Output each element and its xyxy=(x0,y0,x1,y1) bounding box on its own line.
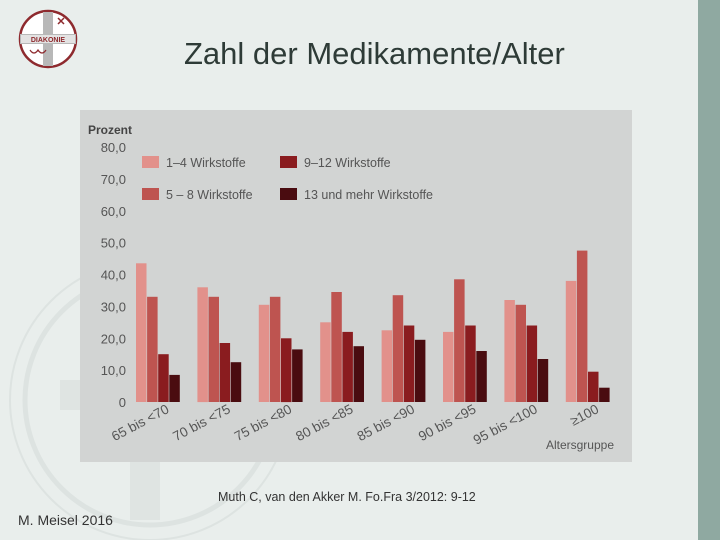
bar xyxy=(526,325,538,402)
y-tick-label: 80,0 xyxy=(101,140,126,155)
bar xyxy=(454,279,465,402)
bar xyxy=(476,351,487,402)
x-tick-label: ≥100 xyxy=(568,401,601,428)
author-footer: M. Meisel 2016 xyxy=(18,512,113,528)
bar xyxy=(281,338,292,403)
legend-swatch xyxy=(142,156,159,168)
chart-legend: 1–4 Wirkstoffe 5 – 8 Wirkstoffe 9–12 Wirks… xyxy=(142,156,433,202)
bar xyxy=(403,325,415,402)
legend-label: 1–4 Wirkstoffe xyxy=(166,156,246,170)
y-tick-label: 40,0 xyxy=(101,268,126,283)
svg-text:DIAKONIE: DIAKONIE xyxy=(31,37,66,44)
y-tick-label: 30,0 xyxy=(101,299,126,314)
chart-panel: Prozent Altersgruppe 80,0 70,0 60,0 50,0 40,… xyxy=(80,110,632,462)
legend-label: 13 und mehr Wirkstoffe xyxy=(304,188,433,202)
source-citation: Muth C, van den Akker M. Fo.Fra 3/2012: … xyxy=(218,490,476,504)
bar xyxy=(331,292,342,402)
bar xyxy=(258,304,270,402)
legend-swatch xyxy=(142,188,159,200)
bar xyxy=(136,263,147,402)
bar xyxy=(208,296,219,402)
x-axis-label: Altersgruppe xyxy=(546,438,614,452)
slide-title: Zahl der Medikamente/Alter xyxy=(184,36,565,71)
y-tick-label: 50,0 xyxy=(101,236,126,251)
accent-sidebar xyxy=(698,0,720,540)
diakonie-logo: DIAKONIE xyxy=(18,9,78,69)
x-axis-ticks: 65 bis <70 70 bis <75 75 bis <80 80 bis <85… xyxy=(109,401,601,447)
bar xyxy=(414,339,426,402)
bar xyxy=(230,362,242,402)
bar xyxy=(320,322,331,402)
bar xyxy=(269,296,281,402)
bar xyxy=(504,300,515,402)
y-tick-label: 20,0 xyxy=(101,331,126,346)
bar xyxy=(381,330,393,402)
bar xyxy=(588,371,599,402)
legend-swatch xyxy=(280,188,297,200)
bar xyxy=(443,331,454,402)
x-tick-label: 80 bis <85 xyxy=(293,401,355,444)
y-axis-label: Prozent xyxy=(88,123,132,137)
bar-chart: Prozent Altersgruppe 80,0 70,0 60,0 50,0 40,… xyxy=(88,123,614,452)
x-tick-label: 70 bis <75 xyxy=(170,401,232,444)
chart-bars xyxy=(136,250,610,403)
bar xyxy=(599,387,610,402)
bar xyxy=(169,374,180,402)
y-tick-label: 0 xyxy=(119,395,126,410)
x-tick-label: 75 bis <80 xyxy=(232,401,294,444)
bar xyxy=(537,359,549,402)
bar xyxy=(392,295,404,402)
bar xyxy=(565,280,577,402)
y-tick-label: 70,0 xyxy=(101,172,126,187)
bar xyxy=(576,250,588,402)
legend-label: 9–12 Wirkstoffe xyxy=(304,156,391,170)
y-tick-label: 10,0 xyxy=(101,363,126,378)
y-axis-ticks: 80,0 70,0 60,0 50,0 40,0 30,0 20,0 10,0 0 xyxy=(101,140,126,410)
y-tick-label: 60,0 xyxy=(101,204,126,219)
x-tick-label: 85 bis <90 xyxy=(355,401,417,444)
legend-label: 5 – 8 Wirkstoffe xyxy=(166,188,253,202)
bar xyxy=(219,343,231,402)
bar xyxy=(515,304,526,402)
legend-swatch xyxy=(280,156,297,168)
bar xyxy=(158,354,169,402)
x-tick-label: 90 bis <95 xyxy=(416,401,478,444)
bar xyxy=(197,287,208,403)
bar xyxy=(147,296,158,402)
bar xyxy=(353,346,364,402)
bar xyxy=(292,349,303,402)
bar xyxy=(342,331,353,402)
x-tick-label: 95 bis <100 xyxy=(471,401,540,447)
bar xyxy=(465,325,476,402)
